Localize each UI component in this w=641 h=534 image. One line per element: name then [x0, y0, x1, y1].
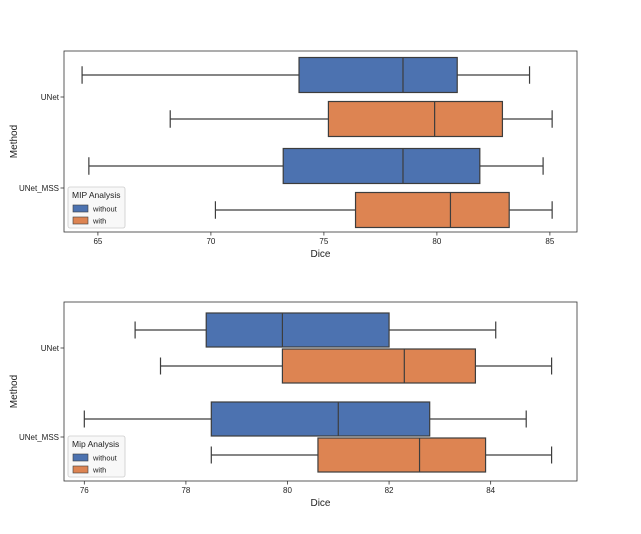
x-tick-label: 75: [319, 237, 328, 246]
x-tick-label: 80: [283, 486, 292, 495]
x-tick-label: 70: [206, 237, 215, 246]
box-unet-mss-without: [83, 401, 527, 437]
x-axis-label: Dice: [310, 249, 330, 260]
x-tick-label: 65: [93, 237, 102, 246]
x-tick-label: 80: [432, 237, 441, 246]
y-tick-label-unet: UNet: [41, 344, 60, 353]
box-unet-mss-with: [214, 191, 553, 229]
legend-title: Mip Analysis: [72, 439, 119, 449]
legend: MIP Analysis without with: [67, 186, 126, 229]
legend-title: MIP Analysis: [72, 190, 121, 200]
legend-swatch-without: [72, 204, 89, 213]
legend: Mip Analysis without with: [67, 435, 126, 478]
box-unet-with: [169, 100, 553, 138]
box-iqr: [327, 100, 504, 138]
x-tick-label: 78: [181, 486, 190, 495]
chart-panel-1: 65 70 75 80 85 UNet UNet_MSS Dice Method MIP Anal…: [9, 50, 578, 260]
x-tick-label: 76: [80, 486, 89, 495]
box-unet-mss-without: [88, 147, 544, 185]
y-tick-label-unet: UNet: [41, 93, 60, 102]
legend-label-without: without: [92, 205, 118, 214]
legend-swatch-with: [72, 465, 89, 474]
x-axis-label: Dice: [310, 498, 330, 509]
box-iqr: [205, 312, 390, 348]
box-iqr: [282, 147, 481, 185]
box-unet-without: [81, 56, 531, 94]
box-iqr: [354, 191, 510, 229]
legend-swatch-with: [72, 216, 89, 225]
legend-label-with: with: [92, 217, 106, 226]
box-iqr: [281, 348, 477, 384]
y-tick-label-unet-mss: UNet_MSS: [19, 184, 59, 193]
legend-label-without: without: [92, 454, 118, 463]
y-tick-label-unet-mss: UNet_MSS: [19, 433, 59, 442]
y-axis-label: Method: [9, 125, 20, 158]
y-axis-label: Method: [9, 375, 20, 408]
legend-label-with: with: [92, 466, 106, 475]
x-tick-label: 84: [486, 486, 495, 495]
box-iqr: [298, 56, 458, 94]
x-tick-label: 85: [545, 237, 554, 246]
box-unet-with: [159, 348, 553, 384]
chart-panel-2: 76 78 80 82 84 UNet UNet_MSS Dice Method Mip Anal…: [9, 301, 578, 509]
box-iqr: [210, 401, 431, 437]
x-tick-label: 82: [385, 486, 394, 495]
box-unet-mss-with: [210, 437, 553, 473]
box-unet-without: [134, 312, 497, 348]
legend-swatch-without: [72, 453, 89, 462]
box-iqr: [317, 437, 487, 473]
